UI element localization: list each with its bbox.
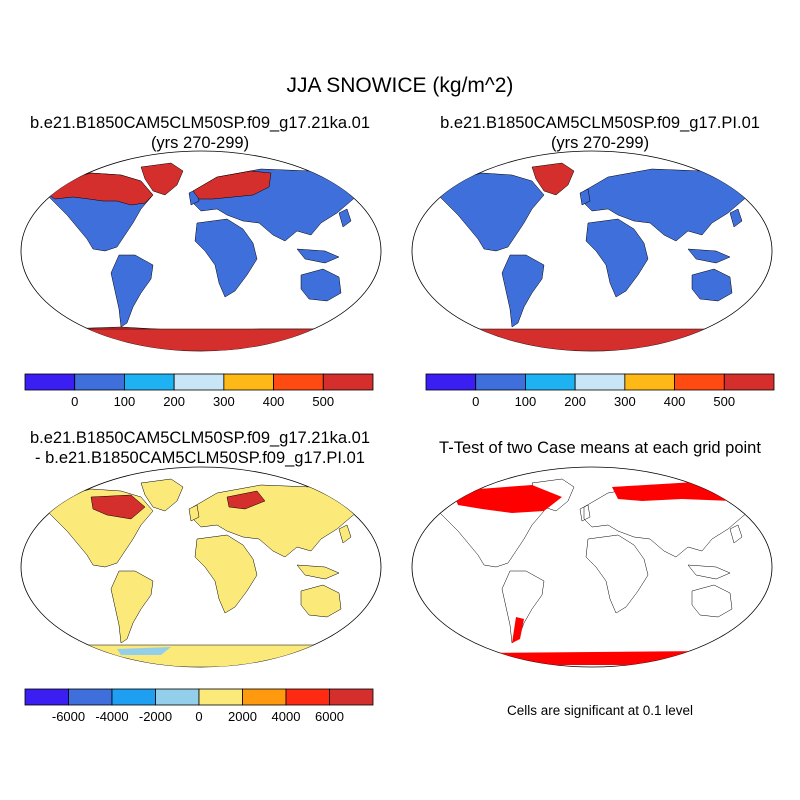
panel3-colorbar-tick-label: -6000 [52, 709, 85, 724]
panel1-colorbar-swatch [273, 373, 324, 391]
panel2-map [411, 150, 773, 352]
panel3-colorbar-swatch [329, 688, 374, 706]
panel3-colorbar-swatch [198, 688, 243, 706]
panel1-colorbar: 0 100 200 300 400 500 [24, 373, 374, 409]
panel1-colorbar-swatch [124, 373, 175, 391]
panel2-colorbar-swatch [723, 373, 775, 391]
panel1-colorbar-tick-label: 200 [163, 394, 185, 409]
panel1-colorbar-swatch [173, 373, 225, 391]
panel1-map [20, 150, 382, 352]
panel2-colorbar-tick-label: 200 [564, 394, 586, 409]
panel3-title-line1: b.e21.B1850CAM5CLM50SP.f09_g17.21ka.01 [29, 429, 371, 447]
panel2-colorbar: 0 100 200 300 400 500 [425, 373, 775, 409]
panel3-colorbar-tick-label: 2000 [228, 709, 257, 724]
panel1-colorbar-tick-label: 100 [114, 394, 136, 409]
panel2-colorbar-tick-label: 0 [472, 394, 479, 409]
panel2-title-line2: (yrs 270-299) [550, 134, 650, 152]
panel3-title: b.e21.B1850CAM5CLM50SP.f09_g17.21ka.01 -… [0, 428, 400, 468]
panel3-title-line2: - b.e21.B1850CAM5CLM50SP.f09_g17.PI.01 [35, 449, 365, 467]
panel3-colorbar-swatch [242, 688, 287, 706]
panel3-colorbar-tick-label: 4000 [272, 709, 301, 724]
panel3-colorbar-tick-label: 0 [195, 709, 202, 724]
panel2-colorbar-swatch [674, 373, 725, 391]
panel2-title-line1: b.e21.B1850CAM5CLM50SP.f09_g17.PI.01 [440, 114, 760, 132]
panel3-colorbar: -6000 -4000 -2000 0 2000 4000 6000 [24, 688, 374, 724]
panel1-colorbar-tick-label: 500 [312, 394, 334, 409]
panel3-colorbar-swatch [111, 688, 156, 706]
panel4-title: T-Test of two Case means at each grid po… [400, 438, 800, 458]
panel4-globe [411, 466, 773, 668]
panel1-colorbar-swatch [24, 373, 76, 391]
panel1-colorbar-tick-label: 0 [71, 394, 78, 409]
panel1-colorbar-swatch [322, 373, 374, 391]
panel4-title-line1: T-Test of two Case means at each grid po… [439, 439, 761, 457]
panel1-title-line2: (yrs 270-299) [150, 134, 250, 152]
panel2-title: b.e21.B1850CAM5CLM50SP.f09_g17.PI.01 (yr… [400, 113, 800, 153]
panel2-colorbar-tick-label: 500 [713, 394, 735, 409]
panel2-colorbar-swatch [425, 373, 477, 391]
panel3-land [21, 478, 381, 667]
panel1-colorbar-tick-label: 400 [263, 394, 285, 409]
panel2-colorbar-tick-label: 400 [664, 394, 686, 409]
panel1-colorbar-tick-label: 300 [213, 394, 235, 409]
panel1-colorbar-swatch [223, 373, 274, 391]
panel4-map [411, 466, 773, 668]
significance-note: Cells are significant at 0.1 level [506, 703, 694, 718]
figure-title: JJA SNOWICE (kg/m^2) [286, 74, 514, 97]
panel3-colorbar-swatch [155, 688, 200, 706]
panel1-title: b.e21.B1850CAM5CLM50SP.f09_g17.21ka.01 (… [0, 113, 400, 153]
panel3-colorbar-tick-label: -2000 [139, 709, 172, 724]
panel3-colorbar-tick-label: 6000 [315, 709, 344, 724]
panel2-colorbar-swatch [525, 373, 576, 391]
panel3-map [20, 466, 382, 668]
panel1-title-line1: b.e21.B1850CAM5CLM50SP.f09_g17.21ka.01 [29, 114, 371, 132]
panel1-colorbar-swatch [74, 373, 125, 391]
panel3-colorbar-tick-label: -4000 [95, 709, 128, 724]
panel2-colorbar-swatch [475, 373, 526, 391]
panel3-colorbar-swatch [285, 688, 330, 706]
panel3-colorbar-swatch [24, 688, 69, 706]
panel2-colorbar-tick-label: 100 [515, 394, 537, 409]
panel3-colorbar-swatch [68, 688, 113, 706]
panel2-colorbar-tick-label: 300 [614, 394, 636, 409]
panel2-colorbar-swatch [574, 373, 626, 391]
panel2-colorbar-swatch [624, 373, 675, 391]
